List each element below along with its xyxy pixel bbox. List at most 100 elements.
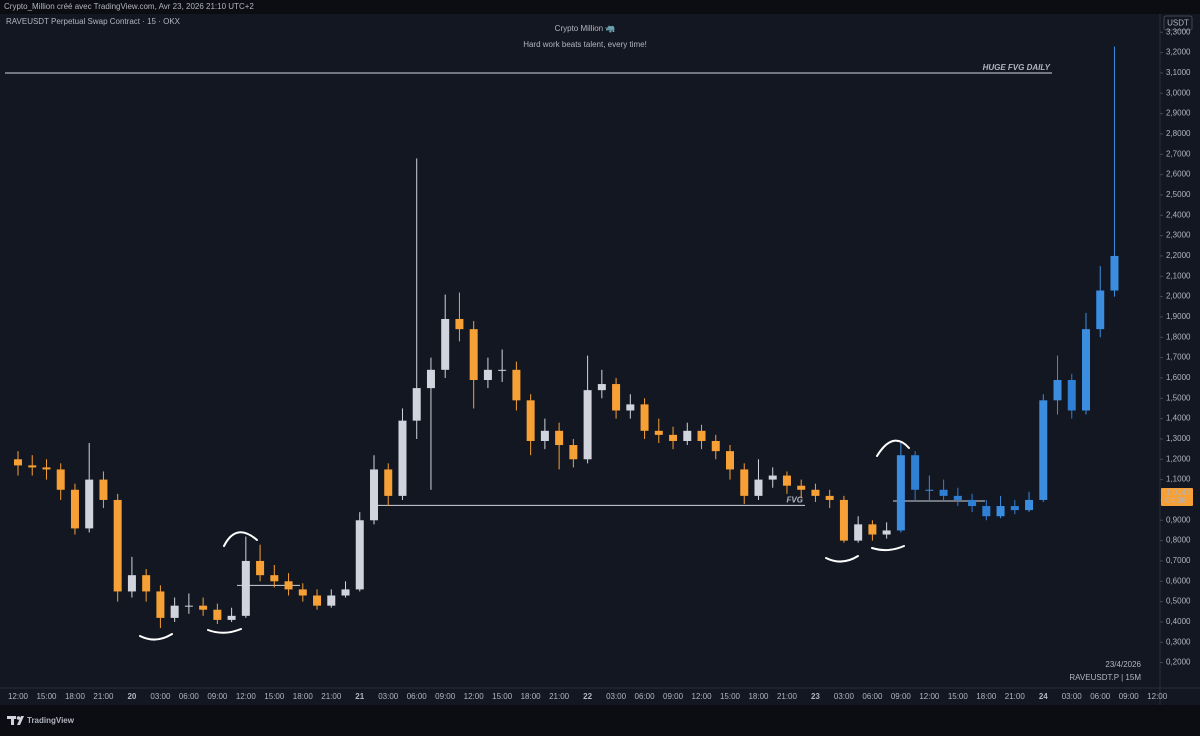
y-tick-label: 3,0000 [1166, 88, 1191, 97]
chart-title: Crypto Million 🦏 [555, 24, 616, 33]
candle-body [854, 524, 863, 541]
y-tick-label: 2,4000 [1166, 210, 1191, 219]
y-tick-label: 2,1000 [1166, 271, 1191, 280]
candle-body [355, 520, 364, 590]
candle-body [227, 615, 236, 620]
last-price-tag [1161, 487, 1193, 506]
candle-body [825, 495, 834, 500]
y-tick-label: 0,6000 [1166, 576, 1191, 585]
candle-body [156, 591, 165, 618]
candle-body [654, 430, 663, 435]
y-tick-label: 2,3000 [1166, 231, 1191, 240]
x-tick-label: 15:00 [264, 692, 285, 701]
candle-body [996, 506, 1005, 517]
y-tick-label: 0,9000 [1166, 515, 1191, 524]
candle-body [370, 469, 378, 521]
x-tick-label: 12:00 [8, 692, 29, 701]
candle-body [56, 469, 65, 490]
y-tick-label: 1,8000 [1166, 332, 1191, 341]
y-tick-label: 2,6000 [1166, 170, 1191, 179]
x-tick-label: 18:00 [748, 692, 769, 701]
candle-body [469, 329, 478, 380]
candle-body [711, 440, 720, 452]
y-tick-label: 1,3000 [1166, 434, 1191, 443]
candle-body [298, 589, 307, 596]
candle-body [327, 595, 336, 606]
candle-body [526, 400, 535, 441]
brand: TradingView [27, 716, 75, 725]
y-tick-label: 1,1000 [1166, 475, 1191, 484]
candle-body [555, 430, 564, 446]
candle-body [569, 445, 578, 460]
candle-body [313, 595, 322, 606]
y-tick-label: 1,7000 [1166, 353, 1191, 362]
x-tick-label: 12:00 [919, 692, 940, 701]
drawn-curve [223, 531, 258, 547]
x-tick-label: 15:00 [948, 692, 969, 701]
candle-body [839, 499, 848, 541]
candle-body [341, 589, 350, 596]
x-tick-label: 03:00 [1062, 692, 1083, 701]
x-tick-label: 03:00 [378, 692, 399, 701]
logo-slash [17, 716, 24, 725]
candle-body [911, 455, 920, 490]
x-tick-label: 12:00 [236, 692, 257, 701]
x-tick-label: 15:00 [720, 692, 741, 701]
candle-body [184, 605, 193, 607]
candle-body [85, 479, 94, 529]
date-label: 23/4/2026 [1105, 660, 1141, 669]
candle-body [512, 369, 521, 401]
candle-body [811, 489, 820, 496]
top-bar [0, 0, 1200, 14]
y-tick-label: 1,9000 [1166, 312, 1191, 321]
candle-body [384, 469, 393, 496]
candle-body [426, 369, 435, 389]
candle-body [412, 388, 421, 421]
candle-body [199, 605, 208, 610]
drawn-curve [139, 633, 173, 641]
x-tick-label: 15:00 [492, 692, 513, 701]
y-tick-label: 3,1000 [1166, 68, 1191, 77]
y-tick-label: 0,3000 [1166, 637, 1191, 646]
candle-body [669, 434, 678, 441]
x-tick-label: 12:00 [1147, 692, 1168, 701]
x-tick-label: 03:00 [606, 692, 627, 701]
candle-body [953, 495, 962, 500]
candle-body [455, 318, 464, 330]
currency: USDT [1167, 19, 1189, 28]
x-tick-label: 09:00 [663, 692, 684, 701]
x-tick-label: 22 [583, 692, 592, 701]
y-tick-label: 0,5000 [1166, 597, 1191, 606]
x-tick-label: 06:00 [862, 692, 883, 701]
y-tick-label: 0,8000 [1166, 536, 1191, 545]
symbol-short: RAVEUSDT.P | 15M [1069, 673, 1141, 682]
x-tick-label: 21:00 [1005, 692, 1026, 701]
y-tick-label: 1,5000 [1166, 393, 1191, 402]
candle-body [241, 560, 250, 616]
candle-body [113, 499, 122, 592]
candle-body [142, 575, 151, 592]
x-tick-label: 23 [811, 692, 820, 701]
candle-body [284, 581, 293, 590]
y-tick-label: 2,7000 [1166, 149, 1191, 158]
x-tick-label: 21:00 [777, 692, 798, 701]
candle-body [939, 489, 948, 496]
x-tick-label: 03:00 [834, 692, 855, 701]
candle-body [1082, 329, 1090, 411]
y-tick-label: 1,6000 [1166, 373, 1191, 382]
candle-body [740, 469, 749, 496]
x-tick-label: 09:00 [891, 692, 912, 701]
candle-body [982, 506, 991, 517]
candle-body [768, 475, 777, 480]
drawings [139, 439, 910, 641]
candle-body [398, 420, 407, 496]
x-tick-label: 18:00 [976, 692, 997, 701]
x-tick-label: 09:00 [1119, 692, 1140, 701]
candle-body [726, 451, 734, 470]
y-tick-label: 2,2000 [1166, 251, 1191, 260]
candle-body [1039, 400, 1048, 500]
x-tick-label: 09:00 [435, 692, 456, 701]
x-tick-label: 18:00 [521, 692, 542, 701]
